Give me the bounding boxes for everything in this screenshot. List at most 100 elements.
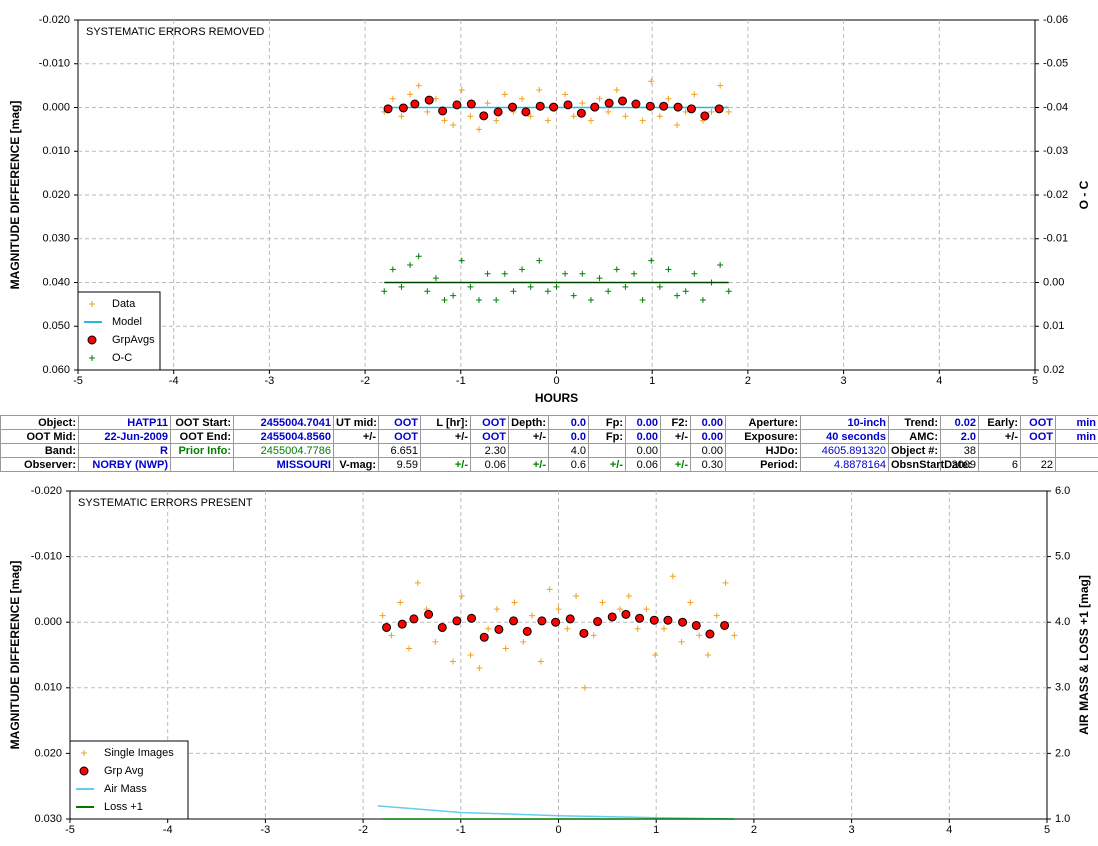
table-cell: Period: [725, 457, 801, 472]
annotation: SYSTEMATIC ERRORS REMOVED [86, 26, 264, 38]
table-cell: Band: [0, 443, 79, 458]
legend-label: Model [112, 316, 142, 328]
table-cell: OOT Mid: [0, 429, 79, 444]
point [579, 100, 586, 107]
table-cell: +/- [508, 457, 549, 472]
point [621, 609, 631, 619]
point [383, 104, 393, 114]
table-cell: Fp: [588, 415, 626, 430]
point [458, 87, 465, 93]
point [687, 599, 694, 606]
table-cell: 0.6 [548, 457, 589, 472]
point [485, 625, 492, 632]
point [691, 620, 701, 630]
table-cell: Prior Info: [170, 443, 234, 458]
point [398, 283, 405, 290]
table-cell: 2455004.7786 [233, 443, 334, 458]
table-cell: F2: [660, 415, 691, 430]
y-axis-title: MAGNITUDE DIFFERENCE [mag] [8, 561, 22, 750]
point [432, 275, 439, 282]
table-row: Band: R Prior Info: 2455004.7786 6.651 2.30 4.… [0, 443, 1098, 458]
point [397, 599, 404, 606]
point [720, 620, 730, 630]
table-cell: OOT End: [170, 429, 234, 444]
point [708, 108, 715, 115]
table-cell: HATP11 [78, 415, 171, 430]
y-tick-label: 0.000 [34, 616, 62, 628]
y2-tick-label: -0.01 [1043, 233, 1068, 245]
point [549, 102, 559, 112]
point [536, 87, 543, 93]
point [475, 297, 482, 303]
point [389, 266, 396, 273]
y-tick-label: 0.010 [42, 145, 70, 157]
point [613, 266, 620, 273]
point [700, 111, 710, 121]
table-cell: ObsnStartDate: [888, 457, 972, 472]
y-tick-label: 0.050 [42, 320, 70, 332]
legend-key [89, 355, 95, 361]
table-cell: 0.00 [690, 443, 726, 458]
table-cell: 0.06 [470, 457, 509, 472]
point [669, 573, 676, 580]
point [674, 122, 681, 128]
point [527, 113, 534, 120]
table-cell: 22-Jun-2009 [78, 429, 171, 444]
point [661, 625, 668, 632]
point [521, 107, 531, 117]
point [696, 632, 703, 639]
table-cell: 0.00 [625, 415, 661, 430]
point [717, 82, 724, 89]
point [562, 270, 569, 277]
point [634, 625, 641, 632]
point [622, 283, 629, 290]
point [691, 91, 698, 98]
point [570, 292, 577, 299]
point [605, 288, 612, 295]
point [424, 95, 434, 105]
table-cell: 22 [1020, 457, 1056, 472]
table-cell: 2455004.7041 [233, 415, 334, 430]
y-tick-label: 0.040 [42, 276, 70, 288]
point [381, 288, 388, 295]
point [678, 638, 685, 645]
point [613, 87, 620, 93]
y2-tick-label: 3.0 [1055, 682, 1070, 694]
table-cell [1055, 443, 1098, 458]
point [467, 613, 477, 623]
point [656, 113, 663, 120]
point [673, 102, 683, 112]
parameter-table: Object: HATP11 OOT Start: 2455004.7041 UT mi… [0, 415, 1098, 472]
point [424, 288, 431, 295]
point [631, 99, 641, 109]
y2-tick-label: 5.0 [1055, 551, 1070, 563]
y-tick-label: 0.020 [42, 189, 70, 201]
point [537, 616, 547, 626]
table-cell: Aperture: [725, 415, 801, 430]
table-cell: +/- [660, 429, 691, 444]
table-cell [170, 457, 234, 472]
table-cell [1020, 443, 1056, 458]
table-cell: 6.651 [378, 443, 421, 458]
point [544, 117, 551, 124]
y-tick-label: 0.030 [42, 233, 70, 245]
point [424, 609, 434, 619]
point [484, 100, 491, 107]
y2-tick-label: 1.0 [1055, 813, 1070, 825]
table-cell: +/- [660, 457, 691, 472]
y2-tick-label: 6.0 [1055, 485, 1070, 497]
point [432, 95, 439, 102]
point [639, 297, 646, 303]
point [529, 612, 536, 619]
x-tick-label: 1 [649, 375, 655, 387]
point [717, 262, 724, 268]
point [410, 99, 420, 109]
legend-label: GrpAvgs [112, 334, 155, 346]
x-tick-label: 0 [555, 824, 561, 836]
table-cell: +/- [508, 429, 549, 444]
x-tick-label: -1 [456, 824, 466, 836]
table-cell: Trend: [888, 415, 941, 430]
x-tick-label: 5 [1032, 375, 1038, 387]
table-cell [978, 443, 1021, 458]
point [618, 96, 628, 106]
